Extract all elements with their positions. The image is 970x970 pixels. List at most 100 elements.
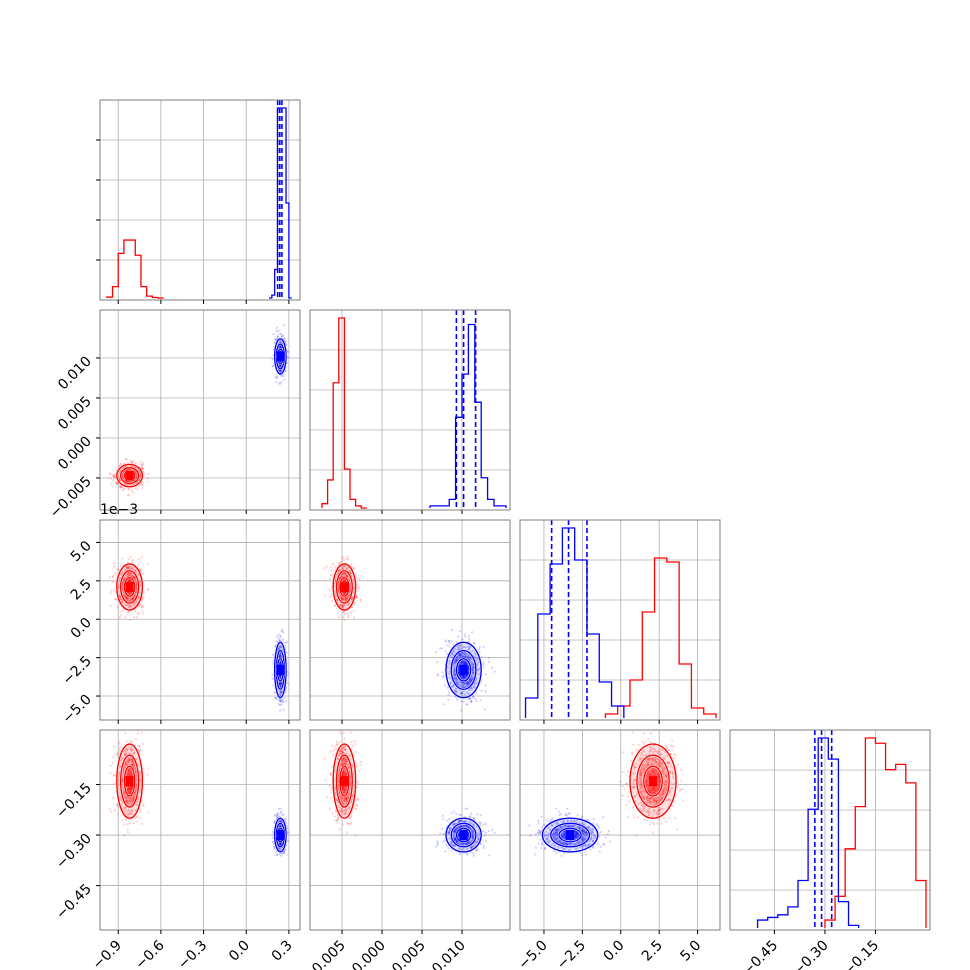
- scatter-point: [279, 663, 283, 666]
- scatter-point: [482, 666, 485, 669]
- scatter-point: [453, 668, 456, 671]
- scatter-point: [129, 459, 133, 462]
- scatter-point: [276, 640, 279, 643]
- scatter-point: [132, 566, 135, 569]
- scatter-point: [467, 637, 471, 640]
- scatter-point: [124, 799, 128, 802]
- scatter-point: [119, 614, 123, 617]
- scatter-point: [121, 557, 124, 560]
- scatter-point: [282, 708, 285, 711]
- scatter-point: [282, 375, 286, 378]
- scatter-point: [129, 788, 132, 791]
- contour-red-0: [332, 563, 357, 611]
- scatter-point: [139, 474, 142, 477]
- scatter-point: [130, 763, 134, 766]
- scatter-point: [467, 646, 470, 649]
- scatter-point: [448, 645, 451, 648]
- scatter-point: [142, 572, 145, 575]
- scatter-point: [442, 674, 445, 677]
- scatter-point: [467, 657, 470, 660]
- scatter-point: [129, 798, 132, 801]
- scatter-point: [279, 692, 282, 695]
- scatter-point: [279, 690, 283, 693]
- scatter-point: [472, 665, 476, 668]
- scatter-point: [460, 661, 463, 664]
- scatter-point: [458, 653, 461, 657]
- scatter-point: [464, 653, 467, 656]
- scatter-point: [275, 697, 278, 700]
- scatter-point: [453, 666, 456, 669]
- scatter-point: [125, 596, 128, 599]
- scatter-point: [339, 568, 342, 572]
- scatter-point: [455, 698, 459, 701]
- scatter-point: [126, 760, 129, 763]
- density-peak-red: [125, 470, 134, 481]
- scatter-point: [444, 650, 447, 653]
- scatter-point: [141, 487, 144, 490]
- scatter-point: [275, 381, 278, 384]
- scatter-point: [462, 675, 465, 678]
- scatter-point: [463, 653, 466, 656]
- scatter-point: [460, 651, 463, 655]
- scatter-point: [135, 582, 138, 585]
- scatter-point: [120, 573, 123, 576]
- scatter-point: [123, 834, 126, 837]
- scatter-point: [140, 483, 143, 486]
- scatter-point: [127, 786, 130, 789]
- scatter-point: [344, 565, 347, 568]
- scatter-point: [135, 616, 138, 619]
- scatter-point: [130, 809, 133, 812]
- scatter-point: [455, 658, 458, 661]
- scatter-point: [113, 562, 116, 565]
- scatter-point: [347, 615, 350, 619]
- scatter-point: [139, 817, 142, 820]
- scatter-point: [331, 562, 335, 566]
- scatter-point: [132, 795, 136, 798]
- panel-frame: [309, 309, 511, 511]
- scatter-point: [128, 822, 131, 825]
- scatter-point: [338, 561, 341, 564]
- scatter-point: [279, 635, 282, 638]
- scatter-point: [119, 463, 122, 466]
- scatter-point: [116, 483, 119, 486]
- scatter-point: [473, 651, 476, 655]
- scatter-point: [139, 461, 142, 464]
- scatter-point: [137, 596, 140, 599]
- scatter-point: [345, 557, 348, 561]
- scatter-point: [467, 668, 470, 672]
- scatter-point: [129, 770, 132, 773]
- scatter-point: [457, 657, 460, 660]
- scatter-point: [469, 656, 472, 659]
- scatter-point: [128, 813, 131, 816]
- scatter-point: [462, 690, 465, 693]
- scatter-point: [123, 753, 127, 756]
- scatter-point: [339, 603, 342, 607]
- scatter-point: [463, 661, 466, 664]
- scatter-point: [131, 597, 134, 601]
- scatter-point: [340, 605, 343, 608]
- scatter-point: [453, 650, 456, 653]
- scatter-point: [108, 576, 111, 579]
- scatter-point: [110, 811, 113, 814]
- scatter-point: [281, 638, 285, 641]
- scatter-point: [462, 675, 465, 678]
- scatter-point: [463, 674, 466, 677]
- scatter-point: [130, 772, 133, 775]
- scatter-point: [128, 578, 131, 582]
- scatter-point: [125, 800, 128, 803]
- scatter-point: [456, 690, 459, 693]
- scatter-point: [131, 603, 134, 606]
- scatter-point: [472, 685, 475, 688]
- panel-2-0: [96, 519, 301, 724]
- scatter-point: [134, 609, 137, 612]
- scatter-point: [129, 797, 132, 800]
- scatter-point: [271, 653, 275, 656]
- scatter-point: [480, 689, 483, 692]
- scatter-point: [127, 574, 130, 577]
- scatter-point: [127, 761, 130, 764]
- scatter-point: [127, 790, 130, 793]
- scatter-point: [465, 682, 469, 685]
- scatter-point: [454, 658, 457, 661]
- scatter-point: [125, 566, 129, 569]
